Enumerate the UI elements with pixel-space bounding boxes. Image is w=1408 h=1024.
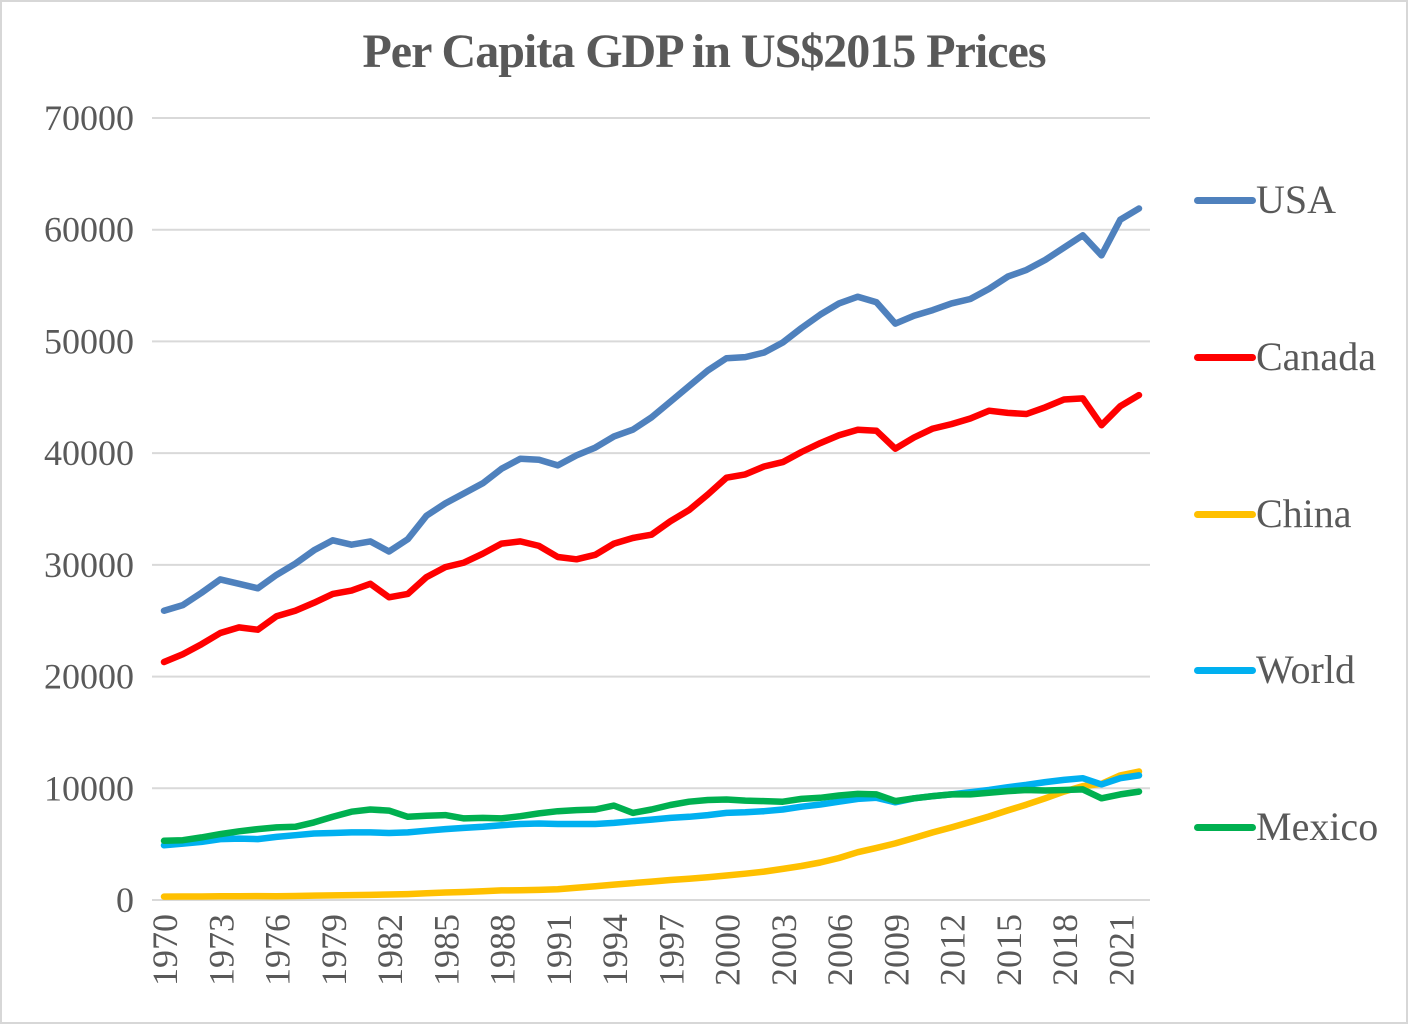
x-tick-label: 2009	[876, 914, 916, 986]
y-tick-label: 10000	[44, 768, 134, 808]
x-tick-label: 2012	[933, 914, 973, 986]
x-tick-label: 1976	[258, 914, 298, 986]
series-lines	[160, 205, 1143, 900]
x-tick-label: 1979	[314, 914, 354, 986]
x-tick-label: 1994	[595, 914, 635, 986]
legend-swatch-mexico	[1194, 823, 1256, 831]
x-tick-label: 2015	[989, 914, 1029, 986]
x-axis-tick-labels: 1970 1973 1976 1979 1982 1985 1988 1991 1994 1997…	[145, 914, 1141, 986]
gridlines	[152, 117, 1150, 901]
series-line-usa	[160, 205, 1143, 614]
legend-label-world: World	[1256, 647, 1355, 692]
legend-label-usa: USA	[1256, 177, 1337, 222]
x-tick-label: 2003	[764, 914, 804, 986]
legend-item-china: China	[1194, 490, 1352, 538]
y-axis-tick-labels: 0 10000 20000 30000 40000 50000 60000 70000	[44, 98, 134, 920]
legend-item-world: World	[1194, 646, 1355, 694]
legend-swatch-canada	[1194, 353, 1256, 361]
legend-item-mexico: Mexico	[1194, 803, 1378, 851]
x-tick-label: 1991	[539, 914, 579, 986]
series-line-canada	[160, 391, 1143, 666]
y-tick-label: 0	[116, 880, 134, 920]
y-tick-label: 40000	[44, 433, 134, 473]
legend-label-mexico: Mexico	[1256, 804, 1379, 849]
legend-item-canada: Canada	[1194, 333, 1376, 381]
y-tick-label: 30000	[44, 545, 134, 585]
y-tick-label: 20000	[44, 657, 134, 697]
series-line-mexico	[160, 786, 1143, 845]
x-tick-label: 2000	[708, 914, 748, 986]
x-tick-label: 2006	[820, 914, 860, 986]
y-tick-label: 60000	[44, 210, 134, 250]
legend-swatch-usa	[1194, 196, 1256, 204]
legend: USA Canada China World Mexico	[1194, 2, 1404, 1022]
legend-item-usa: USA	[1194, 176, 1336, 224]
chart-title: Per Capita GDP in US$2015 Prices	[362, 25, 1046, 78]
x-tick-label: 1997	[651, 914, 691, 986]
x-tick-label: 2021	[1101, 914, 1141, 986]
y-tick-label: 70000	[44, 98, 134, 138]
legend-swatch-world	[1194, 666, 1256, 674]
legend-swatch-china	[1194, 510, 1256, 518]
x-tick-label: 1988	[483, 914, 523, 986]
x-tick-label: 1985	[426, 914, 466, 986]
x-tick-label: 1982	[370, 914, 410, 986]
y-tick-label: 50000	[44, 321, 134, 361]
x-tick-label: 1973	[201, 914, 241, 986]
legend-label-china: China	[1256, 491, 1352, 536]
x-tick-label: 1970	[145, 914, 185, 986]
x-tick-label: 2018	[1045, 914, 1085, 986]
series-line-china	[160, 768, 1143, 900]
legend-label-canada: Canada	[1256, 334, 1376, 379]
